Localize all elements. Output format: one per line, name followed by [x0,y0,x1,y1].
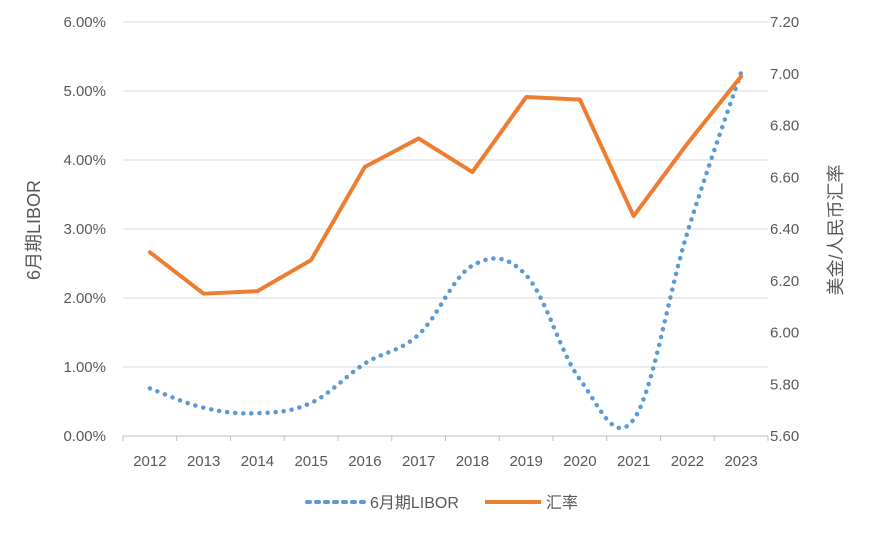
x-tick-label: 2014 [241,453,274,470]
x-tick-label: 2017 [402,453,435,470]
left-tick-label: 6.00% [63,14,106,31]
x-tick-label: 2013 [187,453,220,470]
x-tick-label: 2023 [724,453,757,470]
series-line-rate [147,74,744,296]
x-tick-label: 2012 [133,453,166,470]
legend: 6月期LIBOR 汇率 [305,494,578,512]
series-lines [147,70,744,431]
x-tick-label: 2020 [563,453,596,470]
left-tick-label: 4.00% [63,152,106,169]
right-tick-label: 6.20 [770,273,799,290]
left-tick-label: 2.00% [63,290,106,307]
right-tick-label: 7.00 [770,66,799,83]
right-tick-label: 6.80 [770,118,799,135]
right-tick-label: 6.40 [770,221,799,238]
x-tick-label: 2018 [456,453,489,470]
right-tick-label: 5.80 [770,376,799,393]
x-tick-label: 2022 [671,453,704,470]
left-tick-label: 1.00% [63,359,106,376]
legend-label-rate: 汇率 [546,494,578,512]
x-tick-label: 2021 [617,453,650,470]
right-axis-title: 美金/人民币汇率 [826,164,846,295]
left-tick-label: 0.00% [63,428,106,445]
right-tick-label: 7.20 [770,14,799,31]
right-tick-label: 6.60 [770,169,799,186]
right-tick-label: 6.00 [770,325,799,342]
axes: 0.00% 1.00% 2.00% 3.00% 4.00% 5.00% 6.00% 5.60 5… [63,14,799,470]
x-tick-label: 2019 [509,453,542,470]
left-tick-label: 3.00% [63,221,106,238]
gridlines [123,21,768,437]
left-axis-title: 6月期LIBOR [24,180,44,280]
x-tick-label: 2015 [294,453,327,470]
left-tick-label: 5.00% [63,83,106,100]
x-tick-label: 2016 [348,453,381,470]
legend-label-libor: 6月期LIBOR [370,494,459,512]
right-tick-label: 5.60 [770,428,799,445]
series-line-libor [147,70,744,431]
